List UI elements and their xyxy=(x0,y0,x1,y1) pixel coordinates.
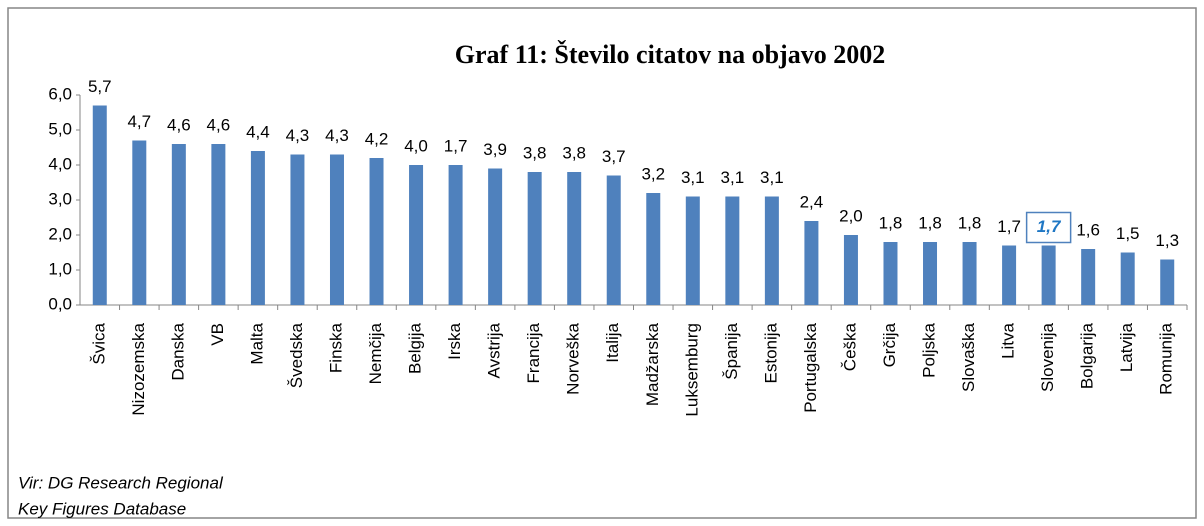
value-label: 5,7 xyxy=(88,77,112,96)
value-label: 3,7 xyxy=(602,147,626,166)
bar xyxy=(171,144,186,305)
bar xyxy=(843,235,858,305)
x-tick-label: Španija xyxy=(722,322,741,379)
bar xyxy=(764,196,779,305)
bar xyxy=(923,242,938,305)
chart-border xyxy=(7,7,1197,519)
x-tick-label: Švedska xyxy=(287,322,306,388)
bar xyxy=(1160,259,1175,305)
bar xyxy=(1002,245,1017,305)
x-tick-label: Danska xyxy=(168,322,187,380)
x-tick-label: Luksemburg xyxy=(682,323,701,417)
value-label: 3,8 xyxy=(562,143,586,162)
value-label: 2,4 xyxy=(800,192,824,211)
x-tick-label: Nizozemska xyxy=(129,322,148,415)
bar xyxy=(962,242,977,305)
bar xyxy=(488,168,503,305)
bar xyxy=(409,165,424,305)
x-tick-label: Romunija xyxy=(1157,322,1176,394)
value-label: 1,7 xyxy=(1037,217,1062,236)
y-tick-label: 6,0 xyxy=(48,84,72,103)
y-tick-label: 0,0 xyxy=(48,294,72,313)
x-tick-label: Malta xyxy=(247,322,266,364)
x-tick-label: Avstrija xyxy=(485,322,504,378)
value-label: 3,1 xyxy=(760,168,784,187)
value-label: 1,8 xyxy=(879,213,903,232)
bar xyxy=(804,221,819,305)
value-label: 3,8 xyxy=(523,143,547,162)
y-tick-label: 3,0 xyxy=(48,189,72,208)
value-label: 1,8 xyxy=(958,213,982,232)
bar xyxy=(448,165,463,305)
value-label: 1,6 xyxy=(1076,220,1100,239)
value-label: 1,5 xyxy=(1116,224,1140,243)
bar xyxy=(1120,252,1135,305)
value-label: 4,7 xyxy=(127,112,151,131)
x-tick-label: VB xyxy=(208,323,227,346)
value-label: 3,9 xyxy=(483,140,507,159)
y-tick-label: 1,0 xyxy=(48,259,72,278)
value-label: 4,0 xyxy=(404,136,428,155)
bar xyxy=(211,144,226,305)
x-tick-label: Estonija xyxy=(761,322,780,383)
x-tick-label: Francija xyxy=(524,322,543,383)
bar xyxy=(527,172,542,305)
x-tick-label: Norveška xyxy=(564,322,583,394)
bar xyxy=(646,193,661,305)
bar xyxy=(725,196,740,305)
x-tick-label: Italija xyxy=(603,322,622,362)
y-tick-label: 2,0 xyxy=(48,224,72,243)
source-line: Key Figures Database xyxy=(18,499,186,518)
bar xyxy=(92,105,107,305)
x-tick-label: Švica xyxy=(89,322,108,364)
source-line: Vir: DG Research Regional xyxy=(18,473,224,492)
value-label: 3,1 xyxy=(681,168,705,187)
x-tick-label: Češka xyxy=(840,322,859,371)
bar xyxy=(685,196,700,305)
highlight-box xyxy=(1025,211,1072,244)
x-tick-label: Poljska xyxy=(920,322,939,377)
x-tick-label: Slovenija xyxy=(1038,322,1057,392)
x-tick-label: Irska xyxy=(445,322,464,359)
value-label: 4,3 xyxy=(325,126,349,145)
x-tick-label: Litva xyxy=(999,322,1018,358)
bar xyxy=(329,154,344,305)
y-tick-label: 4,0 xyxy=(48,154,72,173)
value-label: 4,3 xyxy=(286,126,310,145)
bar xyxy=(250,151,265,305)
bar xyxy=(606,175,621,305)
bar xyxy=(1081,249,1096,305)
bar xyxy=(290,154,305,305)
value-label: 1,8 xyxy=(918,213,942,232)
value-label: 4,2 xyxy=(365,129,389,148)
bar xyxy=(1041,245,1056,305)
x-tick-label: Portugalska xyxy=(801,322,820,412)
bar xyxy=(132,140,147,305)
value-label: 2,0 xyxy=(839,206,863,225)
value-label: 3,1 xyxy=(721,168,745,187)
value-label: 3,2 xyxy=(641,164,665,183)
bar xyxy=(883,242,898,305)
y-tick-label: 5,0 xyxy=(48,119,72,138)
value-label: 1,3 xyxy=(1155,231,1179,250)
value-label: 1,7 xyxy=(444,136,468,155)
x-tick-label: Belgija xyxy=(406,322,425,374)
value-label: 4,6 xyxy=(167,115,191,134)
x-tick-label: Finska xyxy=(326,322,345,373)
x-tick-label: Grčija xyxy=(880,322,899,367)
value-label: 1,7 xyxy=(997,217,1021,236)
value-label: 4,6 xyxy=(207,115,231,134)
bar xyxy=(369,158,384,305)
value-label: 4,4 xyxy=(246,122,270,141)
x-tick-label: Slovaška xyxy=(959,322,978,392)
x-tick-label: Madžarska xyxy=(643,322,662,406)
x-tick-label: Bolgarija xyxy=(1078,322,1097,389)
x-tick-label: Latvija xyxy=(1117,322,1136,372)
chart-title: Graf 11: Število citatov na objavo 2002 xyxy=(455,40,885,69)
x-tick-label: Nemčija xyxy=(366,322,385,384)
bar xyxy=(567,172,582,305)
